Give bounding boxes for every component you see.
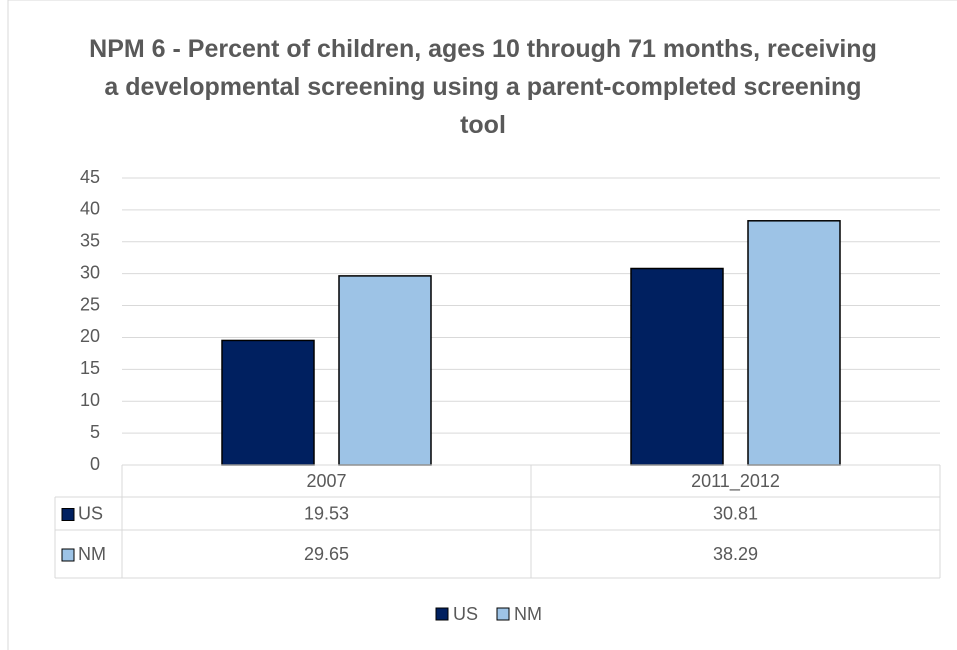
y-tick-label: 35 [80,231,100,251]
bar [338,275,432,466]
y-tick-label: 30 [80,262,100,282]
x-tick-label: 2011_2012 [691,471,780,492]
legend-label: US [453,604,478,624]
y-tick-label: 40 [80,199,100,219]
table-cell: 38.29 [713,544,758,564]
y-tick-label: 20 [80,326,100,346]
y-tick-label: 5 [90,422,100,442]
table-legend-key [61,508,75,521]
table-cell: 30.81 [713,503,758,523]
bar [221,339,315,466]
y-tick-label: 15 [80,358,100,378]
table-cell: 19.53 [304,503,349,523]
legend-key [496,607,510,621]
table-legend-key [61,548,75,562]
legend-key [435,607,449,621]
chart-border [7,0,957,650]
y-tick-label: 10 [80,390,100,410]
chart-title: NPM 6 - Percent of children, ages 10 thr… [89,35,877,139]
bar [747,220,841,466]
legend-label: NM [514,604,542,624]
bar [630,267,724,466]
table-row-label: US [78,503,103,523]
x-tick-label: 2007 [306,471,346,491]
table-cell: 29.65 [304,544,349,564]
y-tick-label: 45 [80,167,100,187]
y-tick-label: 0 [90,454,100,474]
table-row-label: NM [78,544,106,564]
y-tick-label: 25 [80,294,100,314]
